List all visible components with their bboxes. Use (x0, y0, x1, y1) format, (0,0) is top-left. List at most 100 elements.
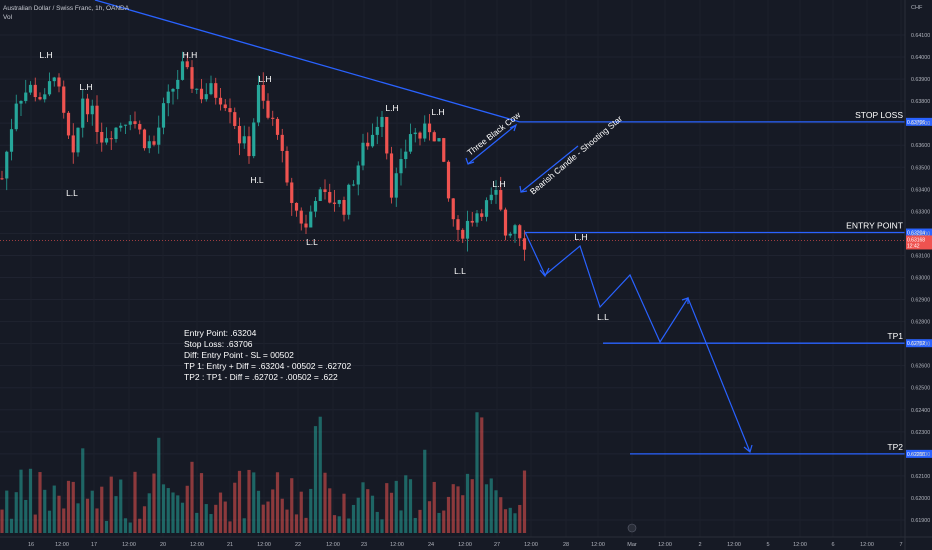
x-tick-label: 20 (160, 542, 166, 548)
y-tick-label: 0.62500 (911, 386, 930, 392)
volume-bar (123, 518, 128, 533)
y-tick-label: 0.63100 (911, 253, 930, 259)
candle-body (14, 103, 18, 130)
y-tick-label: 0.63000 (911, 276, 930, 282)
volume-bar (318, 416, 322, 533)
volume-bar (157, 437, 161, 533)
candle-body (5, 151, 9, 179)
candle-body (275, 118, 280, 135)
volume-bar (332, 515, 337, 533)
candle-body (142, 129, 147, 149)
volume-bar (361, 482, 365, 533)
candle-body (337, 199, 341, 204)
level-label: TP2 (887, 442, 903, 452)
arrowhead (509, 123, 518, 132)
volume-bar (480, 417, 484, 533)
volume-bar (199, 473, 204, 533)
volume-bar (299, 491, 303, 533)
level-badge-text: 0.63706 (907, 120, 925, 126)
volume-bar (275, 472, 280, 533)
candle-body (114, 127, 118, 139)
y-tick-label: 0.63200 (911, 231, 930, 237)
y-tick-label: 0.63800 (911, 99, 930, 105)
y-tick-label: 0.63900 (911, 77, 930, 83)
candle-body (33, 84, 37, 98)
volume-bar (323, 472, 327, 533)
candle-body (304, 223, 308, 228)
volume-bar (304, 517, 308, 533)
volume-bar (285, 509, 289, 533)
candle-body (356, 165, 360, 185)
arrowhead (743, 444, 753, 454)
candle-body (489, 194, 493, 201)
x-tick-label: 22 (295, 542, 301, 548)
currency-label: CHF (911, 5, 923, 11)
candle-body (161, 103, 166, 128)
candle-body (385, 116, 389, 154)
volume-bar (456, 486, 460, 533)
candles (0, 51, 527, 261)
x-tick-label: 5 (766, 542, 769, 548)
volume-bar (451, 484, 455, 533)
x-tick-label: 12:00 (860, 542, 874, 548)
y-tick-label: 0.62300 (911, 430, 930, 436)
volume-bar (247, 469, 251, 533)
candle-body (57, 77, 61, 87)
candle-body (480, 213, 484, 217)
x-tick-label: 24 (428, 542, 434, 548)
candle-body (266, 100, 270, 118)
volume-bar (14, 492, 18, 533)
volume-bar (256, 490, 261, 533)
volume-bar (508, 507, 512, 533)
volume-bar (9, 518, 14, 533)
candle-body (100, 131, 104, 143)
candle-body (323, 189, 327, 192)
candle-body (361, 142, 365, 166)
y-tick-label: 0.63400 (911, 187, 930, 193)
volume-bar (147, 493, 151, 533)
arrowhead (465, 157, 475, 165)
candle-body (399, 159, 403, 174)
candle-body (109, 138, 113, 140)
candle-body (252, 122, 256, 157)
x-tick-label: 12:00 (658, 542, 672, 548)
candle-body (465, 220, 470, 239)
volume-label: Vol (3, 14, 13, 21)
volume-bar (489, 478, 493, 533)
candle-body (375, 126, 379, 135)
candle-body (157, 127, 161, 145)
x-tick-label: 23 (361, 542, 367, 548)
candle-body (195, 88, 199, 90)
volume-bar (161, 484, 166, 533)
volume-bar (366, 489, 370, 533)
volume-bar (342, 493, 346, 533)
candle-body (256, 84, 261, 123)
candle-body (47, 81, 52, 95)
chart-header: Australian Dollar / Swiss Franc, 1h, OAN… (3, 4, 129, 22)
volume-bar (280, 498, 284, 533)
volume-bar (100, 486, 104, 533)
volume-bar (380, 519, 384, 533)
x-tick-label: 2 (698, 542, 701, 548)
candle-body (71, 135, 75, 153)
candle-body (171, 88, 175, 92)
volume-bar (71, 481, 75, 533)
level-label: TP1 (887, 331, 903, 341)
x-tick-label: 12:00 (727, 542, 741, 548)
volume-bar (413, 517, 417, 533)
candle-body (237, 125, 242, 144)
candle-body (294, 202, 299, 211)
volume-bar (152, 473, 156, 533)
candle-body (332, 202, 337, 204)
volume-bar (204, 504, 208, 533)
x-tick-label: 12:00 (591, 542, 605, 548)
candle-body (456, 219, 460, 230)
volume-bar (309, 488, 313, 533)
volume-bar (38, 472, 42, 533)
drawings (0, 0, 905, 455)
volume-bar (119, 479, 123, 533)
candle-body (342, 199, 346, 215)
